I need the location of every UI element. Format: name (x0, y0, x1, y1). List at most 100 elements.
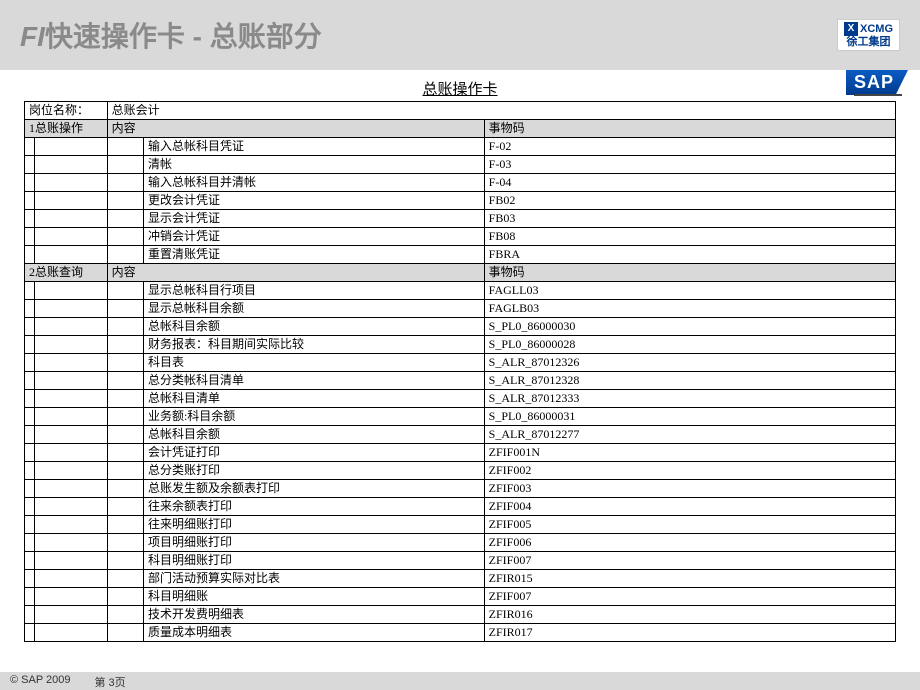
job-label: 岗位名称： (25, 102, 108, 120)
cell-blank (25, 228, 35, 246)
cell-code: S_ALR_87012277 (484, 426, 895, 444)
table-row: 输入总帐科目凭证F-02 (25, 138, 896, 156)
cell-blank (107, 534, 143, 552)
copyright: © SAP 2009 (10, 674, 71, 688)
cell-code: ZFIF006 (484, 534, 895, 552)
cell-blank (107, 210, 143, 228)
footer-bar: © SAP 2009 第 3页 (0, 672, 920, 690)
section-num-name: 1总账操作 (25, 120, 108, 138)
cell-blank (35, 588, 108, 606)
cell-blank (35, 192, 108, 210)
cell-blank (107, 516, 143, 534)
col-header-code: 事物码 (484, 120, 895, 138)
table-row: 冲销会计凭证FB08 (25, 228, 896, 246)
cell-blank (25, 354, 35, 372)
cell-blank (35, 156, 108, 174)
title-rest: 快速操作卡 - 总账部分 (45, 21, 322, 52)
cell-blank (107, 462, 143, 480)
cell-blank (107, 588, 143, 606)
job-value: 总账会计 (107, 102, 895, 120)
cell-code: ZFIR015 (484, 570, 895, 588)
cell-blank (35, 228, 108, 246)
section-header: 2总账查询内容事物码 (25, 264, 896, 282)
cell-blank (107, 246, 143, 264)
cell-content: 显示总帐科目行项目 (143, 282, 484, 300)
cell-code: ZFIF007 (484, 588, 895, 606)
cell-blank (35, 606, 108, 624)
cell-blank (107, 300, 143, 318)
cell-blank (35, 552, 108, 570)
table-row: 会计凭证打印ZFIF001N (25, 444, 896, 462)
cell-code: S_PL0_86000030 (484, 318, 895, 336)
title-fi: FI (20, 21, 45, 52)
cell-blank (107, 318, 143, 336)
page-title: FI快速操作卡 - 总账部分 (20, 15, 322, 55)
cell-content: 输入总帐科目凭证 (143, 138, 484, 156)
cell-code: FB03 (484, 210, 895, 228)
cell-content: 业务额:科目余额 (143, 408, 484, 426)
cell-content: 更改会计凭证 (143, 192, 484, 210)
cell-blank (35, 570, 108, 588)
cell-blank (25, 588, 35, 606)
cell-content: 总帐科目余额 (143, 426, 484, 444)
cell-content: 冲销会计凭证 (143, 228, 484, 246)
cell-blank (107, 552, 143, 570)
table-row: 重置清账凭证FBRA (25, 246, 896, 264)
cell-blank (25, 534, 35, 552)
cell-content: 部门活动预算实际对比表 (143, 570, 484, 588)
cell-blank (107, 606, 143, 624)
cell-blank (25, 408, 35, 426)
cell-code: F-04 (484, 174, 895, 192)
cell-content: 总账发生额及余额表打印 (143, 480, 484, 498)
cell-code: FAGLL03 (484, 282, 895, 300)
cell-content: 清帐 (143, 156, 484, 174)
cell-content: 总分类账打印 (143, 462, 484, 480)
cell-blank (35, 624, 108, 642)
cell-content: 科目明细账打印 (143, 552, 484, 570)
cell-code: F-02 (484, 138, 895, 156)
cell-blank (25, 246, 35, 264)
cell-blank (107, 408, 143, 426)
cell-content: 往来明细账打印 (143, 516, 484, 534)
cell-code: FB02 (484, 192, 895, 210)
cell-content: 总帐科目余额 (143, 318, 484, 336)
xcmg-text: XCMG (860, 23, 893, 35)
cell-blank (25, 444, 35, 462)
cell-content: 财务报表：科目期间实际比较 (143, 336, 484, 354)
cell-blank (107, 480, 143, 498)
table-container: 总账操作卡 岗位名称：总账会计1总账操作内容事物码输入总帐科目凭证F-02清帐F… (0, 70, 920, 642)
table-row: 科目表S_ALR_87012326 (25, 354, 896, 372)
cell-blank (25, 174, 35, 192)
cell-blank (107, 570, 143, 588)
cell-content: 重置清账凭证 (143, 246, 484, 264)
table-row: 总帐科目清单S_ALR_87012333 (25, 390, 896, 408)
cell-blank (35, 336, 108, 354)
cell-code: S_ALR_87012333 (484, 390, 895, 408)
cell-blank (107, 138, 143, 156)
cell-blank (25, 570, 35, 588)
cell-blank (107, 192, 143, 210)
cell-code: S_ALR_87012326 (484, 354, 895, 372)
cell-blank (25, 498, 35, 516)
section-header: 1总账操作内容事物码 (25, 120, 896, 138)
cell-blank (25, 606, 35, 624)
cell-blank (107, 624, 143, 642)
cell-blank (107, 390, 143, 408)
cell-content: 显示总帐科目余额 (143, 300, 484, 318)
col-header-content: 内容 (107, 264, 484, 282)
cell-blank (25, 462, 35, 480)
table-title: 总账操作卡 (24, 78, 896, 99)
header-bar: FI快速操作卡 - 总账部分 XXCMG 徐工集团 (0, 0, 920, 70)
section-num-name: 2总账查询 (25, 264, 108, 282)
cell-content: 总分类帐科目清单 (143, 372, 484, 390)
cell-content: 会计凭证打印 (143, 444, 484, 462)
table-row: 部门活动预算实际对比表ZFIR015 (25, 570, 896, 588)
cell-content: 科目明细账 (143, 588, 484, 606)
cell-blank (35, 282, 108, 300)
page-number: 第 3页 (95, 674, 126, 688)
cell-blank (35, 408, 108, 426)
cell-blank (107, 282, 143, 300)
cell-blank (35, 246, 108, 264)
cell-blank (35, 444, 108, 462)
cell-code: FAGLB03 (484, 300, 895, 318)
